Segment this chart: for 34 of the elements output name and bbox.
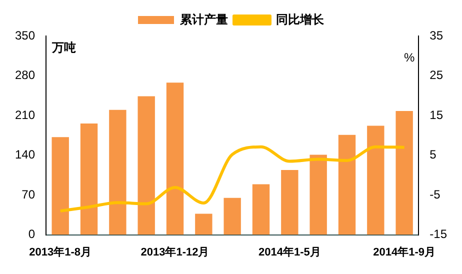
x-tick-label: 2014年1-9月 [373, 245, 436, 258]
line-series [58, 145, 406, 212]
bar [166, 82, 184, 235]
y-tick-label: 140 [14, 148, 36, 162]
bar [338, 134, 356, 235]
y2-tick-label: -5 [430, 187, 441, 202]
bar [224, 198, 241, 235]
y-axis-title: 万吨 [51, 40, 76, 54]
y-tick-label: 0 [28, 227, 36, 242]
bar [52, 137, 69, 235]
y-tick-label: 350 [14, 28, 36, 42]
legend-label: 同比增长 [276, 12, 325, 26]
bar [195, 214, 212, 235]
bar [281, 170, 298, 235]
y2-tick-label: 25 [430, 68, 444, 82]
y-tick-label: 280 [14, 68, 36, 82]
bar [396, 110, 413, 235]
bar [109, 110, 126, 235]
bar [310, 154, 327, 235]
y2-tick-label: 35 [430, 28, 444, 42]
y2-tick-label: 15 [430, 108, 444, 122]
y2-axis-title: % [404, 50, 415, 64]
y-tick-label: 210 [14, 108, 36, 122]
y-tick-label: 70 [22, 187, 36, 202]
x-tick-label: 2013年1-12月 [140, 245, 210, 258]
bar [138, 96, 155, 235]
bar [252, 184, 270, 235]
x-tick-label: 2013年1-8月 [29, 245, 92, 258]
y2-tick-label: 5 [430, 148, 437, 162]
y2-tick-label: -15 [430, 227, 448, 242]
bar [80, 123, 98, 235]
legend-label: 累计产量 [179, 12, 228, 26]
x-tick-label: 2014年1-5月 [258, 245, 321, 258]
bar [367, 126, 384, 235]
